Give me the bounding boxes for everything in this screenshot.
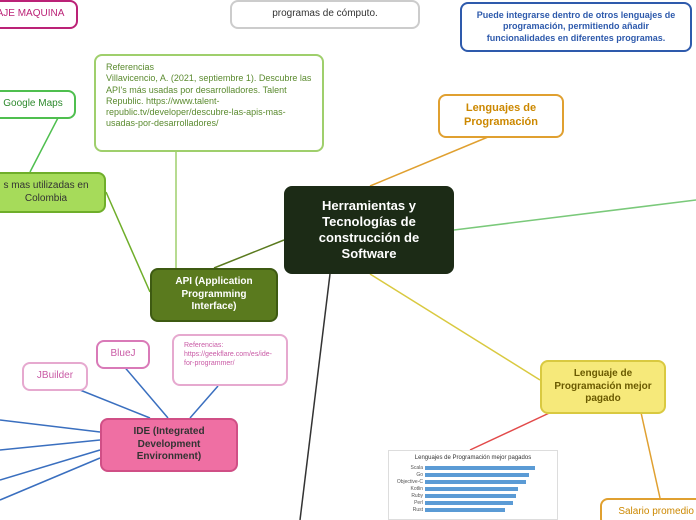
node-jbuilder[interactable]: JBuilder (22, 362, 88, 391)
node-colombia[interactable]: s mas utilizadas en Colombia (0, 172, 106, 213)
node-mejor-pagado[interactable]: Lenguaje de Programación mejor pagado (540, 360, 666, 414)
node-lenguajes[interactable]: Lenguajes de Programación (438, 94, 564, 138)
node-bluej[interactable]: BlueJ (96, 340, 150, 369)
node-center[interactable]: Herramientas y Tecnologías de construcci… (284, 186, 454, 274)
node-salario[interactable]: Salario promedio s (600, 498, 696, 520)
chart-title: Lenguajes de Programación mejor pagados (393, 455, 553, 461)
node-referencias-ide[interactable]: Referencias:https://geekflare.com/es/ide… (172, 334, 288, 386)
node-ide[interactable]: IDE (Integrated Development Environment) (100, 418, 238, 472)
node-programas[interactable]: programas de cómputo. (230, 0, 420, 29)
node-google-maps[interactable]: Google Maps (0, 90, 76, 119)
node-api[interactable]: API (Application Programming Interface) (150, 268, 278, 322)
node-referencias-api[interactable]: ReferenciasVillavicencio, A. (2021, sept… (94, 54, 324, 152)
mindmap-canvas[interactable]: { "nodes": { "center": { "text": "Herram… (0, 0, 696, 520)
chart-bars: ScalaGoObjective-CKotlinRubyPerlRust (393, 465, 553, 513)
node-maquina[interactable]: JAJE MAQUINA (0, 0, 78, 29)
salary-chart: Lenguajes de Programación mejor pagados … (388, 450, 558, 520)
node-integracion[interactable]: Puede integrarse dentro de otros lenguaj… (460, 2, 692, 52)
